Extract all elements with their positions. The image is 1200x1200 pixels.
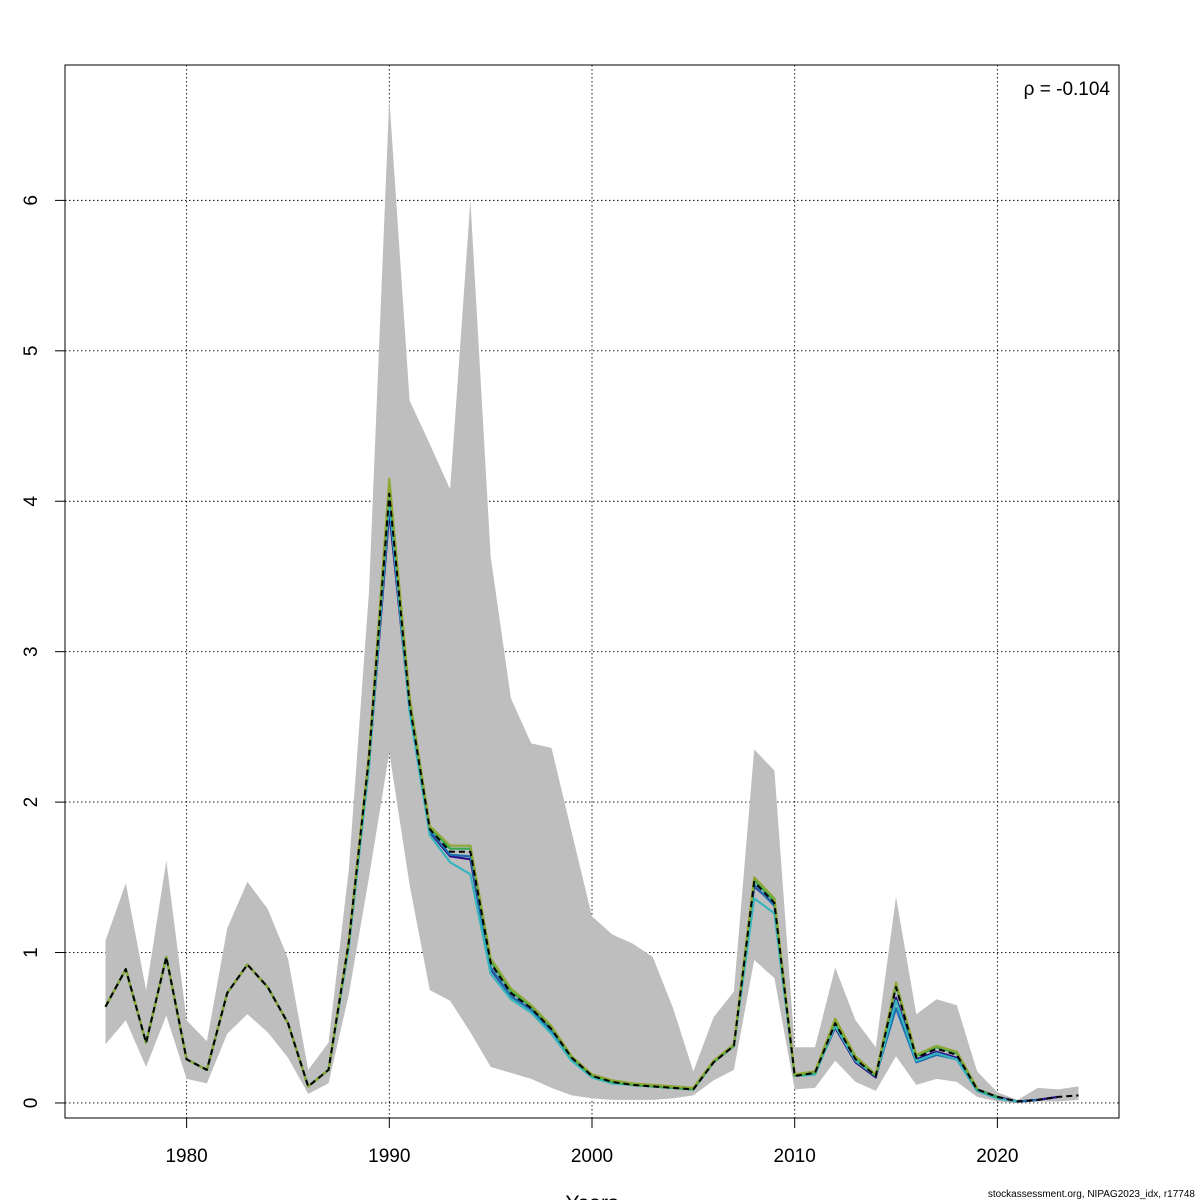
y-tick-label-1: 1 <box>21 947 42 958</box>
series-layer <box>104 477 1079 1103</box>
y-tick-label-0: 0 <box>21 1098 42 1109</box>
y-tick-label-5: 5 <box>21 346 42 357</box>
y-tick-label-2: 2 <box>21 797 42 808</box>
y-axis: 0 1 2 3 4 5 6 <box>21 195 65 1108</box>
series-line-5 <box>104 492 1079 1103</box>
x-tick-label-2010: 2010 <box>774 1146 816 1167</box>
rho-annotation: ρ = -0.104 <box>1024 79 1111 100</box>
confidence-band <box>105 98 1079 1104</box>
confidence-band-layer <box>105 98 1079 1104</box>
x-tick-label-1990: 1990 <box>368 1146 410 1167</box>
x-tick-label-2000: 2000 <box>571 1146 613 1167</box>
x-axis: 1980 1990 2000 2010 2020 <box>165 1118 1019 1167</box>
y-tick-label-3: 3 <box>21 646 42 657</box>
y-tick-label-6: 6 <box>21 195 42 206</box>
footer-credit: stockassessment.org, NIPAG2023_idx, r177… <box>988 1189 1196 1200</box>
x-axis-title: Years <box>566 1192 619 1200</box>
x-tick-label-2020: 2020 <box>976 1146 1018 1167</box>
x-tick-label-1980: 1980 <box>165 1146 207 1167</box>
y-tick-label-4: 4 <box>21 496 42 507</box>
